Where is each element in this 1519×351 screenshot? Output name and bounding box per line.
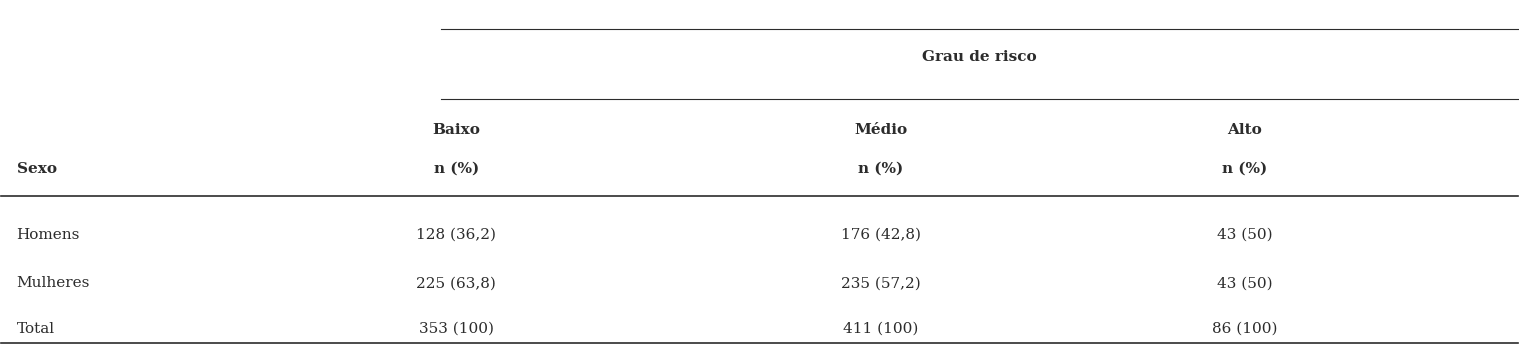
Text: Sexo: Sexo — [17, 161, 56, 176]
Text: 176 (42,8): 176 (42,8) — [842, 228, 921, 242]
Text: n (%): n (%) — [1223, 161, 1267, 176]
Text: 235 (57,2): 235 (57,2) — [842, 277, 921, 290]
Text: 353 (100): 353 (100) — [419, 322, 494, 336]
Text: Médio: Médio — [854, 123, 907, 137]
Text: 128 (36,2): 128 (36,2) — [416, 228, 497, 242]
Text: 411 (100): 411 (100) — [843, 322, 919, 336]
Text: n (%): n (%) — [858, 161, 904, 176]
Text: 43 (50): 43 (50) — [1217, 228, 1273, 242]
Text: 43 (50): 43 (50) — [1217, 277, 1273, 290]
Text: Grau de risco: Grau de risco — [922, 50, 1036, 64]
Text: 225 (63,8): 225 (63,8) — [416, 277, 497, 290]
Text: 86 (100): 86 (100) — [1212, 322, 1277, 336]
Text: Mulheres: Mulheres — [17, 277, 90, 290]
Text: Alto: Alto — [1227, 123, 1262, 137]
Text: n (%): n (%) — [433, 161, 478, 176]
Text: Baixo: Baixo — [433, 123, 480, 137]
Text: Total: Total — [17, 322, 55, 336]
Text: Homens: Homens — [17, 228, 81, 242]
